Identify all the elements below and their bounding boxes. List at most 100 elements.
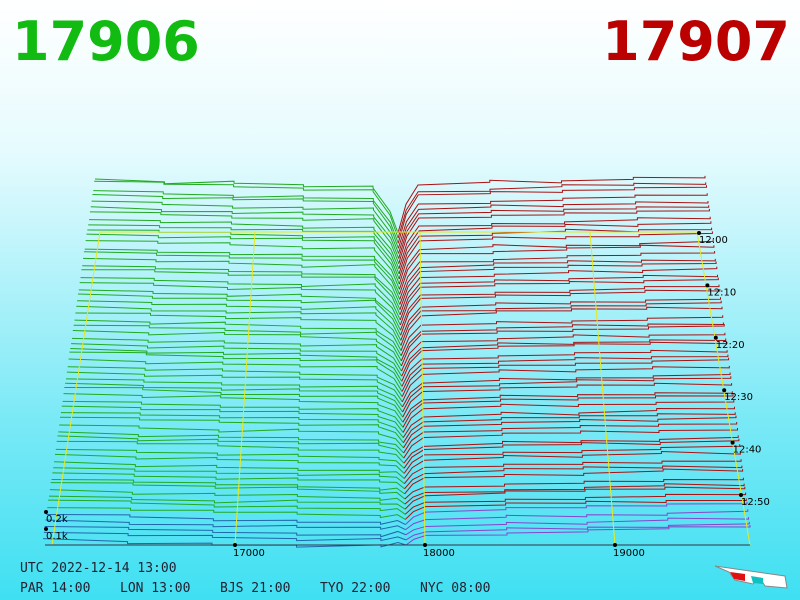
- ask-depth-line: [405, 517, 749, 536]
- bid-depth-line: [86, 233, 400, 285]
- bid-depth-line: [48, 495, 406, 510]
- bid-depth-line: [80, 277, 401, 321]
- ask-depth-line: [403, 438, 740, 469]
- bid-depth-line: [62, 400, 404, 428]
- bid-depth-line: [54, 453, 405, 474]
- bid-depth-line: [89, 219, 400, 269]
- zone-time: LON 13:00: [120, 581, 190, 596]
- ask-depth-line: [402, 391, 733, 423]
- ask-depth-line: [398, 239, 714, 290]
- ask-depth-line: [404, 498, 747, 520]
- bid-depth-line: [66, 371, 403, 403]
- ask-depth-line: [405, 525, 751, 546]
- bid-depth-line: [92, 193, 399, 249]
- ask-depth-line: [402, 394, 734, 428]
- ask-depth-line: [398, 208, 710, 264]
- ask-depth-line: [399, 258, 716, 305]
- ask-depth-line: [405, 521, 750, 541]
- bid-depth-line: [78, 289, 401, 331]
- depth-surface: [42, 175, 751, 548]
- bid-depth-line: [76, 305, 402, 346]
- bid-depth-line: [88, 224, 400, 275]
- bid-depth-line: [91, 200, 399, 254]
- bid-depth-line: [52, 472, 405, 490]
- ask-depth-line: [401, 365, 730, 403]
- glasses-lens-left: [730, 572, 745, 581]
- time-label: 12:20: [716, 340, 745, 351]
- ask-depth-line: [403, 422, 738, 454]
- ask-depth-line: [405, 509, 749, 531]
- ask-depth-line: [400, 322, 724, 362]
- bid-depth-line: [42, 538, 407, 548]
- bid-depth-line: [69, 351, 403, 387]
- bid-depth-line: [46, 513, 406, 525]
- axis-labels: 17000 18000 19000 0.2k 0.1k 12:00 12:10 12:20 12…: [44, 231, 770, 559]
- bid-depth-line: [79, 282, 401, 326]
- bid-depth-line: [75, 312, 402, 351]
- zone-time: TYO 22:00: [320, 581, 390, 596]
- bid-depth-line: [63, 393, 404, 423]
- frame-line: [419, 231, 426, 546]
- ask-depth-line: [397, 185, 707, 244]
- ask-depth-line: [398, 227, 713, 280]
- ask-depth-line: [405, 501, 748, 525]
- ask-depth-line: [398, 201, 709, 254]
- ask-depth-line: [398, 221, 712, 275]
- ask-depth-line: [402, 412, 736, 443]
- price-tick: [423, 543, 427, 547]
- bid-depth-line: [55, 448, 405, 469]
- price-label: 19000: [613, 548, 645, 559]
- bid-depth-line: [93, 190, 399, 244]
- bid-depth-line: [83, 251, 401, 300]
- 3d-glasses-icon[interactable]: [714, 565, 788, 589]
- ask-depth-line: [404, 492, 747, 515]
- ask-depth-line: [402, 406, 735, 438]
- bid-depth-line: [58, 431, 405, 454]
- price-tick: [613, 543, 617, 547]
- ask-depth-line: [404, 465, 743, 490]
- price-tick: [233, 543, 237, 547]
- bid-depth-line: [73, 324, 402, 362]
- bid-depth-line: [90, 206, 400, 259]
- bid-depth-line: [49, 489, 406, 505]
- ask-depth-line: [400, 300, 722, 346]
- bid-depth-line: [83, 257, 401, 305]
- bid-depth-line: [71, 337, 402, 372]
- ask-depth-line: [401, 357, 730, 397]
- ask-depth-line: [403, 450, 741, 479]
- depth-tick: [44, 510, 48, 514]
- bid-depth-line: [71, 343, 403, 377]
- ask-depth-line: [402, 382, 733, 418]
- ask-depth-line: [399, 277, 719, 326]
- utc-time: UTC 2022-12-14 13:00: [20, 561, 177, 576]
- ask-depth-line: [401, 341, 727, 382]
- price-label: 17000: [233, 548, 265, 559]
- ask-depth-line: [399, 244, 715, 295]
- ask-price: 17907: [602, 10, 790, 73]
- time-label: 12:50: [741, 497, 770, 508]
- time-tick: [697, 231, 701, 235]
- ask-depth-line: [398, 231, 713, 285]
- bid-depth-line: [61, 405, 404, 433]
- bid-depth-line: [47, 507, 406, 520]
- ask-depth-line: [399, 274, 718, 321]
- bid-depth-line: [45, 519, 406, 531]
- ask-depth-line: [402, 400, 735, 433]
- depth-label: 0.1k: [46, 531, 68, 542]
- ask-depth-line: [400, 289, 721, 336]
- time-tick: [713, 335, 718, 340]
- zone-time: PAR 14:00: [20, 581, 90, 596]
- bid-depth-line: [84, 248, 401, 295]
- ask-depth-line: [401, 338, 727, 377]
- bid-depth-line: [56, 440, 405, 464]
- ask-depth-line: [400, 324, 725, 367]
- bid-depth-line: [68, 358, 403, 392]
- time-label: 12:00: [699, 235, 728, 246]
- bid-depth-line: [77, 300, 402, 341]
- bid-depth-line: [57, 435, 405, 459]
- ask-depth-line: [399, 261, 717, 310]
- ask-depth-line: [397, 193, 708, 249]
- ask-depth-line: [401, 354, 729, 392]
